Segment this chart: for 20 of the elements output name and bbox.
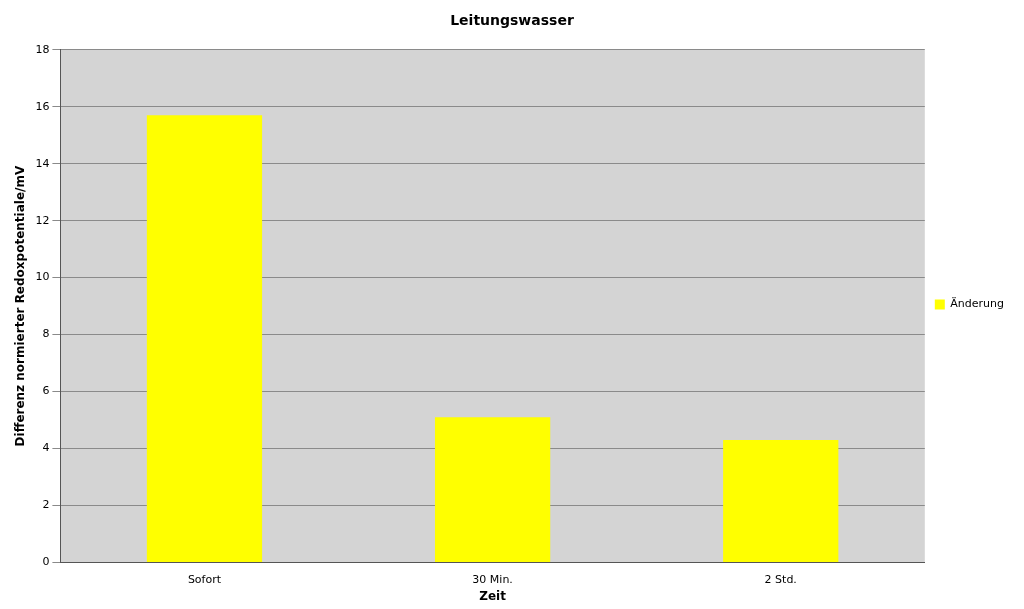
y-tick-label: 2 xyxy=(42,498,50,512)
bar xyxy=(434,417,551,562)
x-axis-title: Zeit xyxy=(479,588,507,603)
y-axis-title: Differenz normierter Redoxpotentiale/mV xyxy=(13,165,28,447)
chart-title: Leitungswasser xyxy=(450,12,574,29)
y-tick-label: 16 xyxy=(35,99,50,113)
x-tick-label: 30 Min. xyxy=(472,572,513,586)
y-tick-label: 12 xyxy=(35,213,50,227)
y-tick-label: 0 xyxy=(42,555,50,569)
y-tick-label: 14 xyxy=(35,156,50,170)
x-tick-label: 2 Std. xyxy=(764,572,797,586)
y-tick-label: 4 xyxy=(42,441,50,455)
y-tick-label: 18 xyxy=(35,42,50,56)
y-tick-label: 6 xyxy=(42,384,50,398)
y-tick-label: 8 xyxy=(42,327,50,341)
legend-label: Änderung xyxy=(950,297,1005,311)
y-tick-label: 10 xyxy=(35,270,50,284)
x-tick-label: Sofort xyxy=(187,572,222,586)
bar xyxy=(146,115,263,562)
bar xyxy=(723,439,839,562)
